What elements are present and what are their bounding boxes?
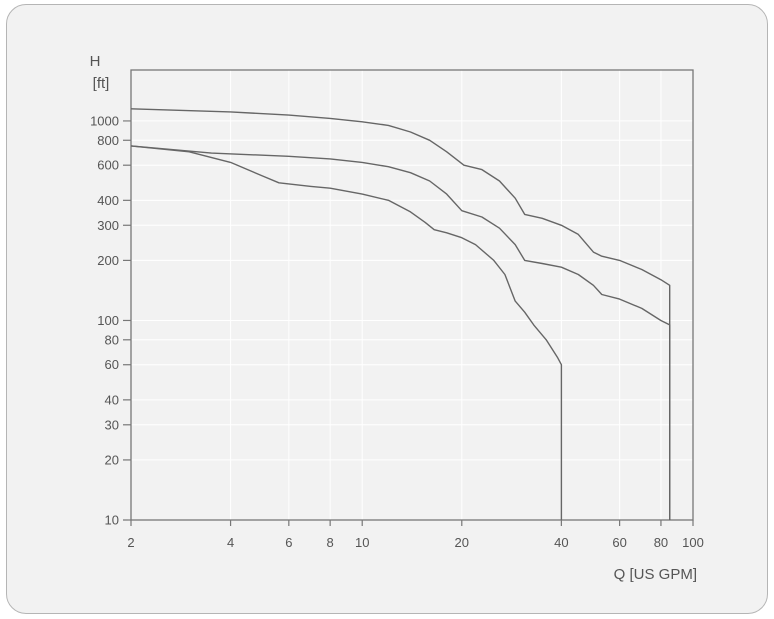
x-tick-label: 10 xyxy=(355,535,369,550)
y-tick-label: 600 xyxy=(97,158,119,173)
x-axis-title: Q [US GPM] xyxy=(614,566,697,583)
y-tick-label: 20 xyxy=(105,452,119,467)
y-tick-label: 200 xyxy=(97,253,119,268)
x-tick-label: 40 xyxy=(554,535,568,550)
y-axis-title-line1: H xyxy=(90,53,101,70)
x-tick-label: 80 xyxy=(654,535,668,550)
pump-curve-chart: 2 4 6 8 10 20 40 60 80 100 10 20 30 40 60 80 100 200 300 40… xyxy=(90,53,704,583)
x-tick-label: 8 xyxy=(327,535,334,550)
y-tick-label: 1000 xyxy=(90,113,119,128)
x-tick-label: 4 xyxy=(227,535,234,550)
x-tick-label: 60 xyxy=(612,535,626,550)
chart-card: 2 4 6 8 10 20 40 60 80 100 10 20 30 40 60 80 100 200 300 40… xyxy=(6,4,768,614)
series-layer xyxy=(130,108,671,520)
y-tick-label: 30 xyxy=(105,417,119,432)
y-tick-label: 400 xyxy=(97,193,119,208)
series-line-1 xyxy=(130,108,671,520)
series-line-3 xyxy=(130,145,563,520)
y-axis-title-line2: [ft] xyxy=(93,75,110,92)
y-tick-label: 60 xyxy=(105,357,119,372)
series-line-2 xyxy=(130,145,671,520)
y-tick-label: 40 xyxy=(105,392,119,407)
y-tick-label: 300 xyxy=(97,218,119,233)
y-tick-label: 800 xyxy=(97,133,119,148)
y-tick-label: 10 xyxy=(105,513,119,528)
x-tick-label: 2 xyxy=(127,535,134,550)
grid-layer xyxy=(130,70,694,521)
plot-frame xyxy=(130,69,694,521)
y-tick-label: 100 xyxy=(97,313,119,328)
y-tick-label: 80 xyxy=(105,332,119,347)
x-tick-label: 20 xyxy=(455,535,469,550)
tick-layer: 2 4 6 8 10 20 40 60 80 100 10 20 30 40 60 80 100 200 300 40… xyxy=(90,113,704,550)
x-tick-label: 6 xyxy=(285,535,292,550)
x-tick-label: 100 xyxy=(682,535,704,550)
